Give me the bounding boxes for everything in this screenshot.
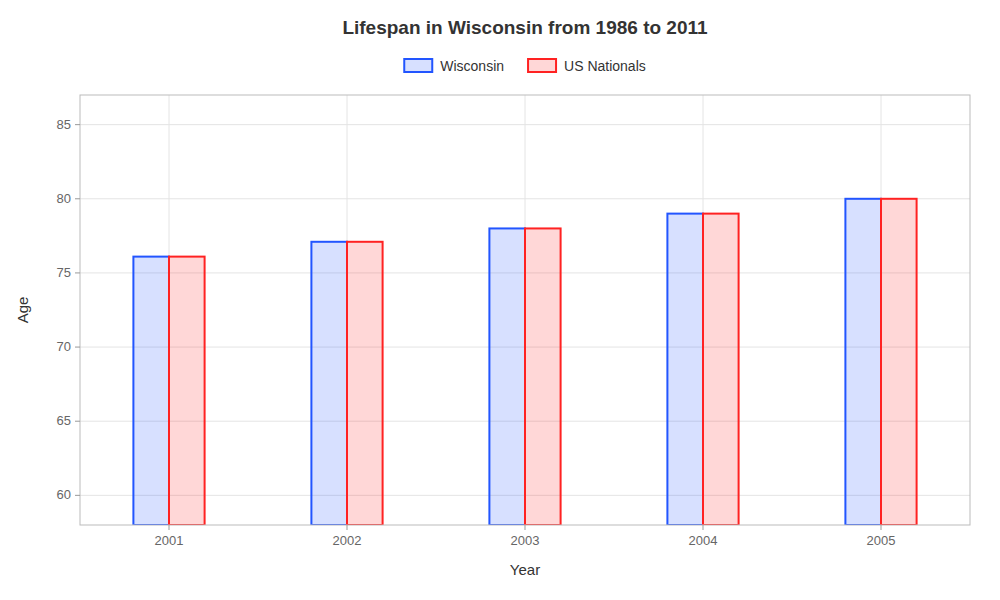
background xyxy=(0,0,1000,600)
y-tick-label: 60 xyxy=(57,487,71,502)
x-tick-label: 2005 xyxy=(867,533,896,548)
x-tick xyxy=(347,525,348,530)
legend-label: US Nationals xyxy=(564,58,646,74)
y-tick-label: 75 xyxy=(57,265,71,280)
y-axis-label: Age xyxy=(14,297,31,324)
x-tick-label: 2001 xyxy=(155,533,184,548)
y-tick-label: 70 xyxy=(57,339,71,354)
x-tick xyxy=(525,525,526,530)
x-tick xyxy=(169,525,170,530)
bars xyxy=(133,199,916,525)
y-axis: 60 65 70 75 80 85 xyxy=(57,117,80,503)
y-tick-label: 85 xyxy=(57,117,71,132)
legend-swatch xyxy=(528,59,556,72)
bar-series xyxy=(169,199,917,525)
bar xyxy=(169,257,205,525)
legend-item: Wisconsin xyxy=(404,58,504,74)
bar xyxy=(133,257,169,525)
bar xyxy=(525,228,561,525)
y-tick xyxy=(75,421,80,422)
bar xyxy=(703,214,739,525)
bar xyxy=(667,214,703,525)
plot-frame xyxy=(80,95,970,525)
chart-title: Lifespan in Wisconsin from 1986 to 2011 xyxy=(342,17,708,38)
bar xyxy=(881,199,917,525)
y-tick xyxy=(75,198,80,199)
legend: Wisconsin US Nationals xyxy=(404,58,646,74)
x-axis-label: Year xyxy=(510,561,540,578)
y-tick xyxy=(75,495,80,496)
x-axis: 2001 2002 2003 2004 2005 xyxy=(155,525,896,548)
bar-series xyxy=(133,199,881,525)
legend-swatch xyxy=(404,59,432,72)
bar xyxy=(347,242,383,525)
y-tick-label: 80 xyxy=(57,191,71,206)
legend-label: Wisconsin xyxy=(440,58,504,74)
x-tick-label: 2002 xyxy=(333,533,362,548)
y-tick-label: 65 xyxy=(57,413,71,428)
grid xyxy=(80,95,970,525)
chart: Lifespan in Wisconsin from 1986 to 2011 6… xyxy=(0,0,1000,600)
bar xyxy=(845,199,881,525)
y-tick xyxy=(75,347,80,348)
bar xyxy=(489,228,525,525)
legend-item: US Nationals xyxy=(528,58,646,74)
x-tick xyxy=(703,525,704,530)
y-tick xyxy=(75,124,80,125)
x-tick-label: 2003 xyxy=(511,533,540,548)
chart-container: Lifespan in Wisconsin from 1986 to 2011 6… xyxy=(0,0,1000,600)
y-tick xyxy=(75,272,80,273)
bar xyxy=(311,242,347,525)
x-tick xyxy=(881,525,882,530)
x-tick-label: 2004 xyxy=(689,533,718,548)
